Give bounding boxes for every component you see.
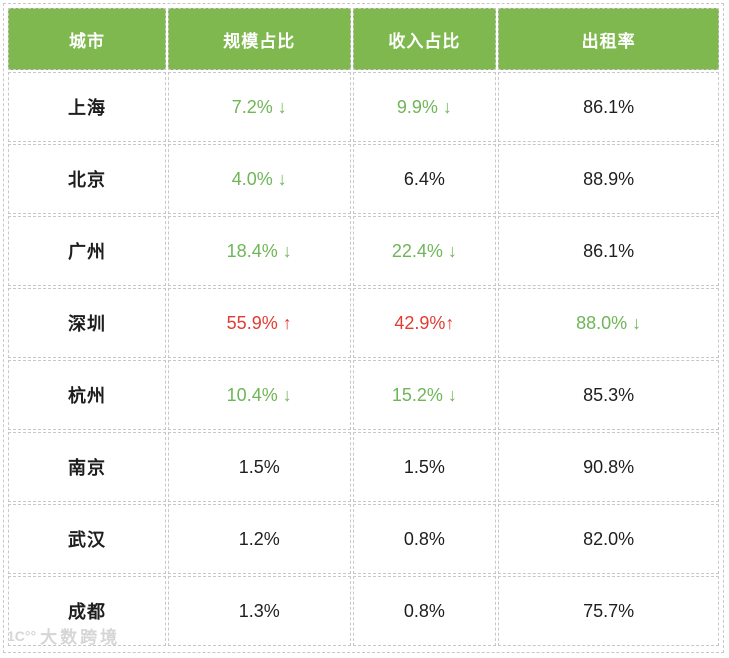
table-row: 深圳 55.9% ↑ 42.9%↑ 88.0% ↓ [8,288,719,358]
value-cell: 85.3% [498,360,719,430]
city-cell: 武汉 [8,504,166,574]
value-cell: 4.0% ↓ [167,144,351,214]
value-cell: 55.9% ↑ [167,288,351,358]
value-cell: 88.9% [498,144,719,214]
value-cell: 90.8% [498,432,719,502]
table-row: 杭州 10.4% ↓ 15.2% ↓ 85.3% [8,360,719,430]
city-cell: 成都 [8,576,166,646]
header-cell-occupancy-rate: 出租率 [498,8,719,70]
city-metrics-table: 城市 规模占比 收入占比 出租率 上海 7.2% ↓ 9.9% ↓ 86.1% 北京 4.… [6,6,721,648]
value-cell: 15.2% ↓ [352,360,497,430]
value-cell: 88.0% ↓ [498,288,719,358]
value-cell: 0.8% [352,504,497,574]
table-body: 上海 7.2% ↓ 9.9% ↓ 86.1% 北京 4.0% ↓ 6.4% 88.9% 广州 18… [8,72,719,646]
value-cell: 82.0% [498,504,719,574]
value-cell: 86.1% [498,72,719,142]
header-cell-city: 城市 [8,8,166,70]
table-row: 南京 1.5% 1.5% 90.8% [8,432,719,502]
value-cell: 86.1% [498,216,719,286]
value-cell: 75.7% [498,576,719,646]
value-cell: 22.4% ↓ [352,216,497,286]
table-sheet: 城市 规模占比 收入占比 出租率 上海 7.2% ↓ 9.9% ↓ 86.1% 北京 4.… [3,3,724,653]
city-cell: 北京 [8,144,166,214]
city-cell: 南京 [8,432,166,502]
value-cell: 7.2% ↓ [167,72,351,142]
header-cell-scale-share: 规模占比 [167,8,351,70]
value-cell: 6.4% [352,144,497,214]
value-cell: 1.3% [167,576,351,646]
city-cell: 深圳 [8,288,166,358]
value-cell: 42.9%↑ [352,288,497,358]
city-cell: 杭州 [8,360,166,430]
value-cell: 1.2% [167,504,351,574]
city-cell: 上海 [8,72,166,142]
value-cell: 9.9% ↓ [352,72,497,142]
city-cell: 广州 [8,216,166,286]
value-cell: 10.4% ↓ [167,360,351,430]
table-row: 武汉 1.2% 0.8% 82.0% [8,504,719,574]
value-cell: 1.5% [167,432,351,502]
table-row: 上海 7.2% ↓ 9.9% ↓ 86.1% [8,72,719,142]
table-row: 广州 18.4% ↓ 22.4% ↓ 86.1% [8,216,719,286]
header-cell-income-share: 收入占比 [352,8,497,70]
table-row: 成都 1.3% 0.8% 75.7% [8,576,719,646]
value-cell: 1.5% [352,432,497,502]
value-cell: 0.8% [352,576,497,646]
value-cell: 18.4% ↓ [167,216,351,286]
header-row: 城市 规模占比 收入占比 出租率 [8,8,719,70]
table-row: 北京 4.0% ↓ 6.4% 88.9% [8,144,719,214]
